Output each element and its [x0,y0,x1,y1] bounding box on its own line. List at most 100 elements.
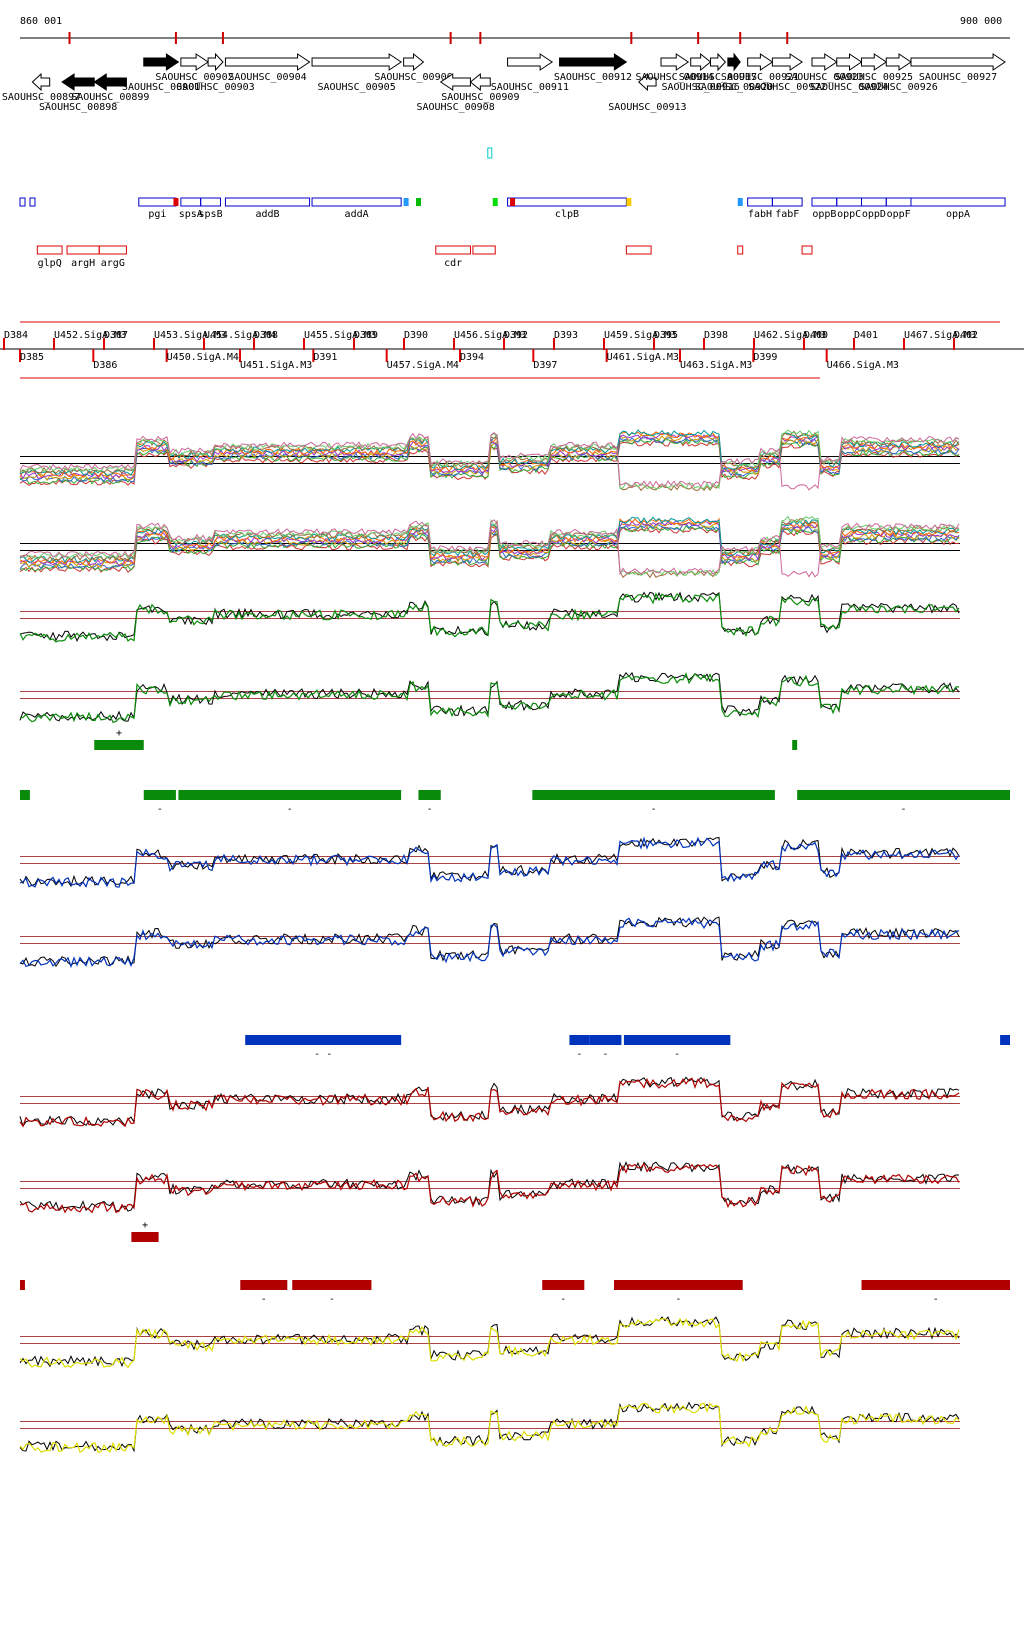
operon-label: addA [345,209,369,220]
segment-sign: - [560,1294,566,1305]
segment-bar [589,1035,622,1045]
signal-line [19,1162,960,1214]
signal-line [19,1402,960,1453]
gene-label: SAOUHSC_00905 [317,82,395,93]
segment-bar [861,1280,1010,1290]
coord-end: 900 000 [960,16,1002,27]
gene-arrow [836,53,863,71]
boundary-label-upper: U452.SigA.M3 [54,330,126,341]
operon-label: oppF [887,209,911,220]
boundary-label-upper: D402 [954,330,978,341]
gene-label: SAOUHSC_00925 [835,72,913,83]
segment-tracks: + - - - - - - - - - - + - - - - - [20,728,1010,1305]
gene-arrow [811,53,838,71]
boundary-label-upper: D387 [104,330,128,341]
boundary-label-lower: U463.SigA.M3 [680,360,752,371]
segment-bar [792,740,798,750]
operon-box [836,197,862,207]
signal-line [19,519,960,578]
boundary-label-lower: D386 [93,360,117,371]
segment-bar [418,790,441,800]
operon-box [29,197,36,207]
boundary-label-lower: U450.SigA.M4 [167,352,239,363]
red-feature-box [66,245,100,255]
boundary-label-upper: U453.SigA.M3 [154,330,226,341]
red-box-track: glpQ argH argG cdr [36,245,813,269]
gene-arrow [710,52,727,72]
gene-arrow [638,72,657,92]
gene-arrow [31,72,51,92]
gene-label: SAOUHSC_00921 [721,72,799,83]
boundary-label-upper: D389 [354,330,378,341]
boundary-label-upper: D384 [4,330,28,341]
gene-label: SAOUHSC_00909 [441,92,519,103]
operon-box [747,197,773,207]
boundary-label-lower: D391 [313,352,337,363]
red-feature-box [36,245,63,255]
operon-box [311,197,402,207]
operon-box [885,197,912,207]
signal-line [19,1317,960,1369]
segment-sign: - [287,804,293,815]
segment-sign: - [602,1049,608,1060]
gene-annotation-track: SAOUHSC_00897SAOUHSC_00898SAOUHSC_00899S… [2,52,1006,159]
signal-line [19,917,960,969]
red-feature-label: argG [101,258,125,269]
gene-label: SAOUHSC_00923 [785,72,863,83]
segment-bar [1000,1035,1010,1045]
operon-feature-mark [737,198,743,206]
operon-label: oppD [862,209,886,220]
segment-bar [178,790,402,800]
red-feature-box [801,245,813,255]
boundary-label-upper: D400 [804,330,828,341]
operon-label: spsB [199,209,223,220]
gene-label: SAOUHSC_00916 [661,82,739,93]
gene-label: SAOUHSC_00904 [228,72,306,83]
gene-arrow [747,53,774,71]
segment-sign: - [901,804,907,815]
gene-arrow [93,73,127,91]
boundary-label-lower: U466.SigA.M3 [827,360,899,371]
red-feature-box [472,245,496,255]
segment-sign: + [116,728,122,739]
segment-bar [569,1035,590,1045]
boundary-label-upper: U455.SigA.M3 [304,330,376,341]
boundary-label-upper: D392 [504,330,528,341]
gene-arrow [224,53,311,71]
gene-label: SAOUHSC_00911 [491,82,569,93]
operon-label: oppC [837,209,861,220]
red-feature-box [625,245,652,255]
red-feature-label: argH [71,258,95,269]
segment-sign: - [651,804,657,815]
operon-box [861,197,887,207]
operon-box [180,197,202,207]
gene-arrow [507,53,554,71]
boundary-label-lower: D394 [460,352,484,363]
red-feature-box [435,245,471,255]
operon-box [200,197,221,207]
operon-label: addB [255,209,279,220]
red-feature-label: glpQ [38,258,62,269]
operon-label: clpB [555,209,579,220]
operon-label: fabH [748,209,772,220]
boundary-label-upper: D398 [704,330,728,341]
cyan-marker [487,147,493,159]
operon-box [19,197,26,207]
gene-label: SAOUHSC_00913 [608,102,686,113]
segment-bar [614,1280,743,1290]
gene-label: SAOUHSC_00908 [416,102,494,113]
boundary-label-upper: D388 [254,330,278,341]
segment-sign: - [576,1049,582,1060]
gene-arrow [469,72,491,92]
expression-signal-tracks [19,429,960,1453]
operon-box [910,197,1006,207]
gene-label: SAOUHSC_00902 [155,72,233,83]
segment-sign: - [329,1294,335,1305]
segment-sign: + [142,1220,148,1231]
signal-line [19,672,960,724]
operon-feature-mark [492,198,498,206]
gene-arrow [660,53,690,71]
boundary-label-upper: U456.SigA.M3 [454,330,526,341]
